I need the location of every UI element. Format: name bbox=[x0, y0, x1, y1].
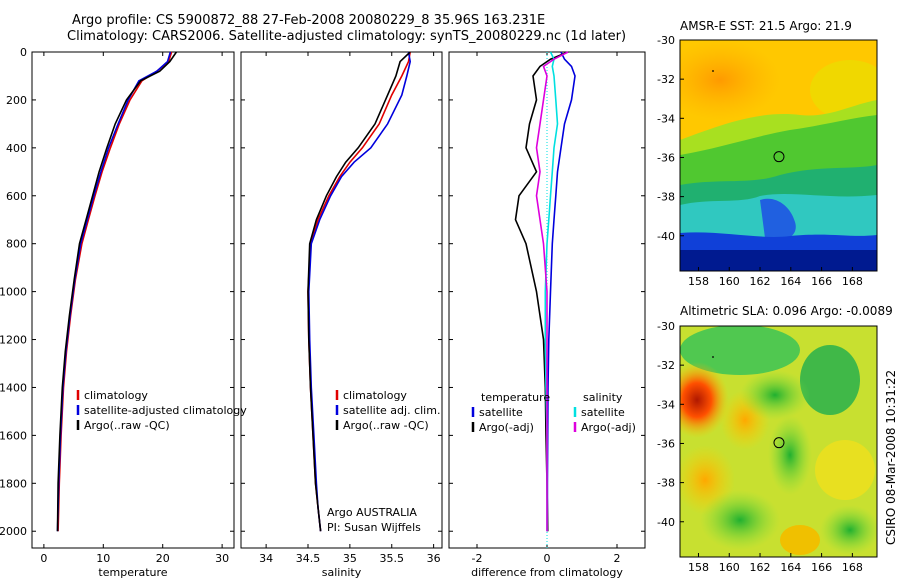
salinity-xtick-label: 34 bbox=[259, 552, 273, 565]
difference-xlabel: difference from climatology bbox=[471, 566, 623, 579]
sla_map-xtick-label: 160 bbox=[719, 561, 740, 574]
difference-legend-right-label: Argo(-adj) bbox=[581, 421, 636, 434]
figure-title-line1: Argo profile: CS 5900872_88 27-Feb-2008 … bbox=[72, 13, 546, 28]
difference-legend-right-title: salinity bbox=[583, 391, 623, 404]
temperature-xlabel: temperature bbox=[98, 566, 167, 579]
temperature-ytick-label: 1200 bbox=[0, 334, 27, 347]
sst_map-ytick-label: -36 bbox=[657, 151, 675, 164]
salinity-legend-label: Argo(..raw -QC) bbox=[343, 419, 429, 432]
temperature-ytick-label: 600 bbox=[6, 190, 27, 203]
sst_map-xtick-label: 164 bbox=[780, 275, 801, 288]
difference-legend-right-label: satellite bbox=[581, 406, 625, 419]
sst-map-image bbox=[680, 40, 877, 271]
temperature-xtick-label: 20 bbox=[156, 552, 170, 565]
sst-map-title: AMSR-E SST: 21.5 Argo: 21.9 bbox=[680, 19, 852, 33]
salinity-legend-label: climatology bbox=[343, 389, 407, 402]
salinity-xlabel: salinity bbox=[322, 566, 362, 579]
sst_map-ytick-label: -32 bbox=[657, 73, 675, 86]
temperature-xtick-label: 30 bbox=[215, 552, 229, 565]
sst_map-ytick-label: -38 bbox=[657, 191, 675, 204]
sst_map-xtick-label: 158 bbox=[688, 275, 709, 288]
temperature-ytick-label: 1000 bbox=[0, 286, 27, 299]
difference-series-salinity-argo-adj- bbox=[535, 51, 569, 532]
temperature-ytick-label: 400 bbox=[6, 142, 27, 155]
sst_map-xtick-label: 162 bbox=[750, 275, 771, 288]
salinity-frame bbox=[240, 51, 443, 549]
difference-series-temperature-argo-adj- bbox=[514, 51, 569, 532]
salinity-series-satellite-adj-clim- bbox=[307, 51, 412, 532]
sst_map-ytick-label: -40 bbox=[657, 230, 675, 243]
sst_map-xtick-label: 168 bbox=[842, 275, 863, 288]
sla-map-image bbox=[680, 326, 877, 557]
difference-legend-left-title: temperature bbox=[481, 391, 550, 404]
sla_map-xtick-label: 164 bbox=[780, 561, 801, 574]
sla_map-xtick-label: 158 bbox=[688, 561, 709, 574]
difference-xtick-label: 2 bbox=[614, 552, 621, 565]
salinity-series-climatology bbox=[307, 51, 411, 532]
sla_map-argo-marker bbox=[773, 437, 785, 449]
sla_map-ytick-label: -34 bbox=[657, 398, 675, 411]
salinity-annotation-line1: Argo AUSTRALIA bbox=[327, 506, 417, 519]
sla_map-ytick-label: -36 bbox=[657, 437, 675, 450]
sla_map-xtick-label: 162 bbox=[750, 561, 771, 574]
sst_map-argo-marker bbox=[773, 151, 785, 163]
sla_map-ytick-label: -38 bbox=[657, 477, 675, 490]
temperature-xtick-label: 0 bbox=[40, 552, 47, 565]
temperature-ytick-label: 2000 bbox=[0, 525, 27, 538]
temperature-ytick-label: 1600 bbox=[0, 429, 27, 442]
sst_map-xtick-label: 166 bbox=[811, 275, 832, 288]
sla_map-xtick-label: 166 bbox=[811, 561, 832, 574]
footer-stamp: CSIRO 08-Mar-2008 10:31:22 bbox=[884, 369, 898, 545]
temperature-xtick-label: 10 bbox=[96, 552, 110, 565]
temperature-legend-label: Argo(..raw -QC) bbox=[84, 419, 170, 432]
temperature-ytick-label: 800 bbox=[6, 238, 27, 251]
sla_map-xtick-label: 168 bbox=[842, 561, 863, 574]
salinity-xtick-label: 35 bbox=[343, 552, 357, 565]
sst_map-ytick-label: -34 bbox=[657, 112, 675, 125]
temperature-frame bbox=[31, 51, 235, 549]
temperature-ytick-label: 0 bbox=[20, 46, 27, 59]
sla_map-ytick-label: -40 bbox=[657, 516, 675, 529]
sla_map-coast-dot bbox=[712, 356, 714, 358]
sla_map-ytick-label: -30 bbox=[657, 320, 675, 333]
sla_map-ytick-label: -32 bbox=[657, 359, 675, 372]
sst_map-frame bbox=[679, 39, 878, 272]
salinity-xtick-label: 34.5 bbox=[296, 552, 321, 565]
salinity-xtick-label: 35.5 bbox=[380, 552, 405, 565]
sla-map-title: Altimetric SLA: 0.096 Argo: -0.0089 bbox=[680, 304, 893, 318]
difference-series-temperature-satellite bbox=[546, 51, 576, 532]
salinity-annotation-line2: PI: Susan Wijffels bbox=[327, 521, 421, 534]
salinity-series-argo-raw-qc- bbox=[307, 51, 411, 532]
temperature-legend-label: climatology bbox=[84, 389, 148, 402]
temperature-ytick-label: 1400 bbox=[0, 381, 27, 394]
difference-legend-left-label: satellite bbox=[479, 406, 523, 419]
sla_map-frame bbox=[679, 325, 878, 558]
temperature-legend-label: satellite-adjusted climatology bbox=[84, 404, 247, 417]
temperature-ytick-label: 1800 bbox=[0, 477, 27, 490]
difference-legend-left-label: Argo(-adj) bbox=[479, 421, 534, 434]
salinity-xtick-label: 36 bbox=[427, 552, 441, 565]
temperature-series-argo-raw-qc- bbox=[56, 51, 178, 532]
salinity-legend-label: satellite adj. clim. bbox=[343, 404, 440, 417]
difference-xtick-label: -2 bbox=[472, 552, 483, 565]
figure-title-line2: Climatology: CARS2006. Satellite-adjuste… bbox=[67, 29, 627, 44]
sst_map-ytick-label: -30 bbox=[657, 34, 675, 47]
sst_map-xtick-label: 160 bbox=[719, 275, 740, 288]
temperature-ytick-label: 200 bbox=[6, 94, 27, 107]
sst_map-coast-dot bbox=[712, 70, 714, 72]
difference-xtick-label: 0 bbox=[544, 552, 551, 565]
